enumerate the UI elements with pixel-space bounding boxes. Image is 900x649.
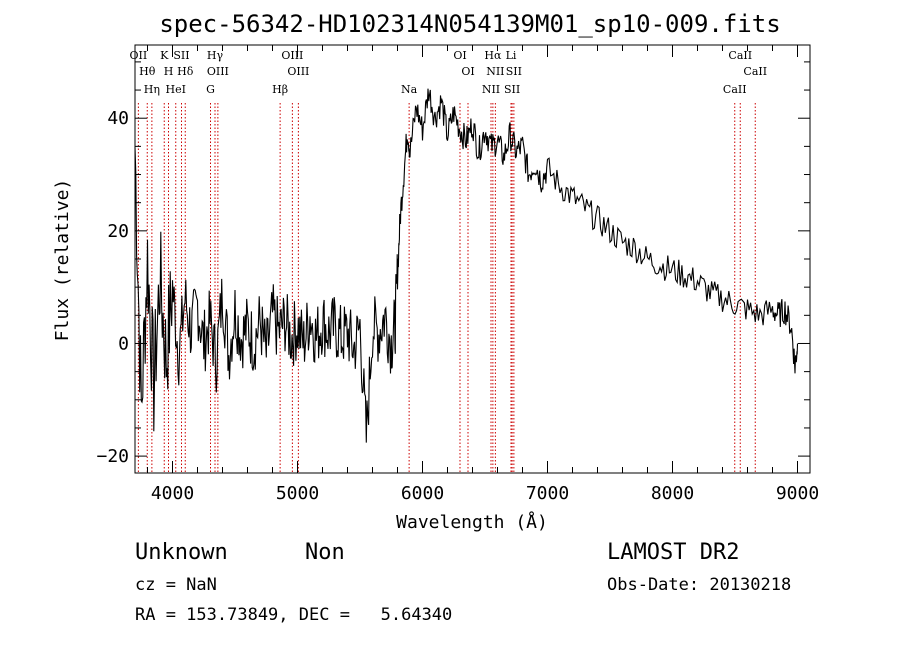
line-marker-label: OIII [287,65,309,78]
y-axis-ticks: −20 0 20 40 [96,61,810,467]
y-tick-label: 0 [118,333,129,354]
x-tick-label: 6000 [401,483,444,504]
line-marker-label: G [206,83,215,96]
plot-frame [134,44,811,474]
x-tick-label: 5000 [276,483,319,504]
coordinates: RA = 153.73849, DEC = 5.64340 [135,605,452,625]
object-type: Unknown [135,540,228,565]
x-tick-label: 7000 [526,483,569,504]
line-marker-label: Hβ [272,83,288,96]
x-axis-label: Wavelength (Å) [396,511,548,533]
line-marker-label: HeI [166,83,186,96]
line-marker-label: K [160,49,169,62]
x-tick-label: 4000 [151,483,194,504]
y-tick-label: 20 [107,221,129,242]
line-marker-label: CaII [723,83,747,96]
x-tick-label: 9000 [776,483,819,504]
line-marker-label: NII [482,83,500,96]
survey-name: LAMOST DR2 [607,540,739,565]
obs-date: Obs-Date: 20130218 [607,575,791,595]
y-tick-label: −20 [96,446,129,467]
spectral-line-markers [137,103,756,473]
chart-title: spec-56342-HD102314N054139M01_sp10-009.f… [159,10,780,38]
line-marker-label: Hγ [207,49,224,62]
cz-value: cz = NaN [135,575,217,595]
line-marker-label: CaII [743,65,767,78]
line-marker-label: Li [506,49,517,62]
y-tick-label: 40 [107,108,129,129]
line-marker-label: OIII [207,65,229,78]
flux-series-line [134,88,799,443]
line-marker-label: CaII [728,49,752,62]
line-marker-label: OI [461,65,474,78]
spectral-line-labels: OII Hθ Hη KH HeI SII Hδ G Hγ OIII Hβ OIII OIII Na OI OI… [130,49,768,96]
x-tick-label: 8000 [651,483,694,504]
line-marker-label: NII [486,65,504,78]
line-marker-label: OIII [281,49,303,62]
x-axis-ticks: 4000 5000 6000 7000 8000 9000 [147,45,819,504]
line-marker-label: OI [453,49,466,62]
line-marker-label: Hη [144,83,160,96]
line-marker-label: Hδ [177,65,194,78]
line-marker-label: SII [506,65,522,78]
line-marker-label: SII [504,83,520,96]
line-marker-label: Hθ [139,65,156,78]
line-marker-label: Hα [484,49,502,62]
line-marker-label: H [164,65,174,78]
subclass: Non [305,540,345,565]
line-marker-label: SII [173,49,189,62]
line-marker-label: OII [130,49,148,62]
y-axis-label: Flux (relative) [52,179,73,342]
line-marker-label: Na [401,83,418,96]
